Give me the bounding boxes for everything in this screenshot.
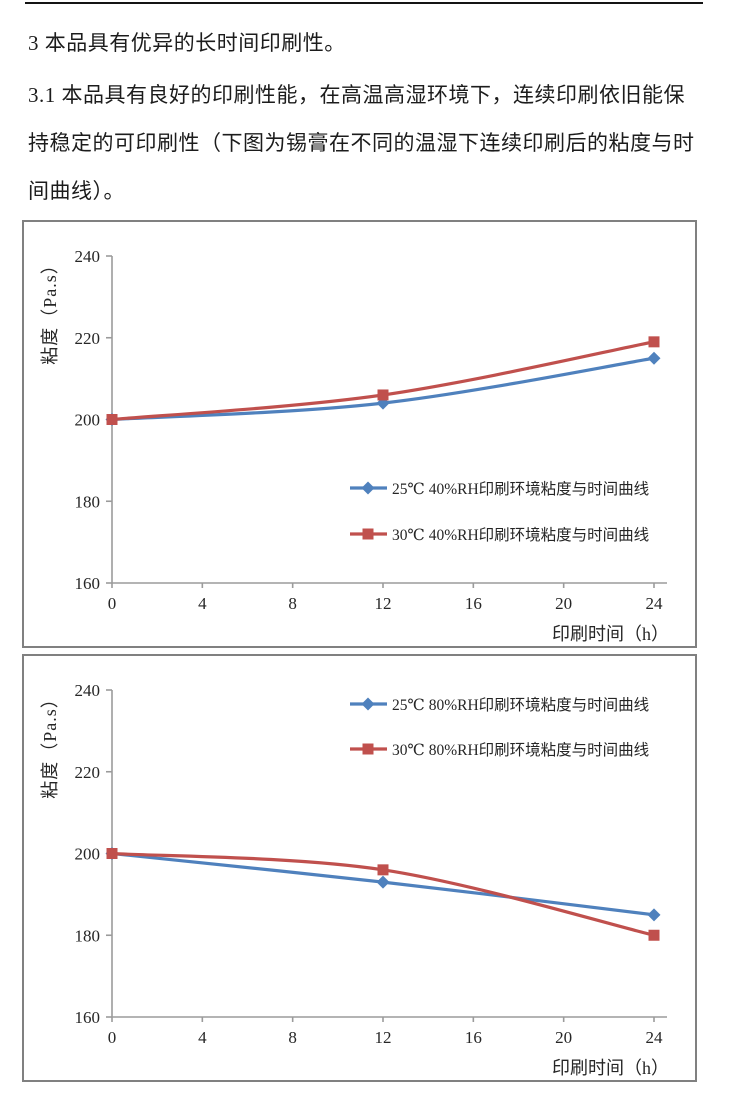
legend-item: 30℃ 40%RH印刷环境粘度与时间曲线 bbox=[350, 525, 649, 544]
x-tick-label: 4 bbox=[198, 594, 207, 613]
y-tick-label: 200 bbox=[75, 411, 101, 430]
x-tick-label: 16 bbox=[465, 594, 482, 613]
y-tick-label: 220 bbox=[75, 329, 101, 348]
viscosity-chart-80rh: 160 180 200 220 240 0 4 8 12 16 20 24 粘度（Pa.s） 印刷时间（h… bbox=[22, 654, 697, 1082]
viscosity-chart-40rh: 160 180 200 220 240 0 4 8 12 16 20 24 粘度（Pa.s） 印刷时间（h… bbox=[22, 220, 697, 648]
tick-labels: 160 180 200 220 240 0 4 8 12 16 20 24 bbox=[75, 681, 664, 1047]
data-point-diamond-marker bbox=[376, 875, 390, 889]
legend: 25℃ 40%RH印刷环境粘度与时间曲线 30℃ 40%RH印刷环境粘度与时间曲线 bbox=[350, 479, 649, 544]
legend: 25℃ 80%RH印刷环境粘度与时间曲线 30℃ 80%RH印刷环境粘度与时间曲线 bbox=[350, 695, 649, 759]
x-tick-label: 0 bbox=[108, 594, 117, 613]
legend-label: 25℃ 80%RH印刷环境粘度与时间曲线 bbox=[392, 695, 649, 714]
y-tick-label: 180 bbox=[75, 926, 101, 945]
x-tick-label: 24 bbox=[646, 594, 664, 613]
y-axis-title: 粘度（Pa.s） bbox=[40, 255, 60, 365]
y-tick-label: 200 bbox=[75, 845, 101, 864]
legend-item: 25℃ 40%RH印刷环境粘度与时间曲线 bbox=[350, 479, 649, 498]
tick-labels: 160 180 200 220 240 0 4 8 12 16 20 24 bbox=[75, 247, 664, 613]
legend-label: 25℃ 40%RH印刷环境粘度与时间曲线 bbox=[392, 479, 649, 498]
legend-label: 30℃ 40%RH印刷环境粘度与时间曲线 bbox=[392, 525, 649, 544]
data-point-diamond-marker bbox=[647, 351, 661, 365]
x-tick-label: 12 bbox=[375, 594, 392, 613]
data-point-square-marker bbox=[106, 848, 118, 859]
legend-square-marker bbox=[362, 743, 374, 755]
series-line bbox=[110, 356, 656, 422]
paragraph-line: 持稳定的可印刷性（下图为锡膏在不同的温湿下连续印刷后的粘度与时 bbox=[28, 131, 695, 155]
data-point-square-marker bbox=[377, 864, 389, 876]
x-tick-label: 20 bbox=[555, 1028, 572, 1047]
viscosity-chart-40rh-canvas: 160 180 200 220 240 0 4 8 12 16 20 24 粘度（Pa.s） 印刷时间（h… bbox=[40, 247, 669, 644]
x-axis-title: 印刷时间（h） bbox=[552, 1058, 669, 1078]
y-tick-label: 240 bbox=[75, 681, 101, 700]
data-point-square-marker bbox=[377, 389, 389, 401]
y-tick-label: 220 bbox=[75, 763, 101, 782]
paragraph-line: 3.1 本品具有良好的印刷性能，在高温高湿环境下，连续印刷依旧能保 bbox=[28, 83, 685, 107]
data-point-diamond-marker bbox=[647, 908, 661, 922]
section-heading: 3 本品具有优异的长时间印刷性。 bbox=[28, 31, 346, 55]
legend-diamond-marker bbox=[361, 697, 375, 711]
viscosity-chart-80rh-canvas: 160 180 200 220 240 0 4 8 12 16 20 24 粘度（Pa.s） 印刷时间（h… bbox=[40, 681, 669, 1078]
page-top-rule bbox=[25, 2, 703, 4]
legend-label: 30℃ 80%RH印刷环境粘度与时间曲线 bbox=[392, 740, 649, 759]
data-point-square-marker bbox=[648, 929, 660, 941]
paragraph-line: 间曲线）。 bbox=[28, 179, 125, 203]
y-tick-label: 160 bbox=[75, 1008, 101, 1027]
x-tick-label: 8 bbox=[288, 594, 297, 613]
data-point-square-marker bbox=[106, 414, 118, 425]
legend-item: 25℃ 80%RH印刷环境粘度与时间曲线 bbox=[350, 695, 649, 714]
y-tick-label: 180 bbox=[75, 492, 101, 511]
y-tick-label: 160 bbox=[75, 574, 101, 593]
x-axis-title: 印刷时间（h） bbox=[552, 624, 669, 644]
x-tick-label: 4 bbox=[198, 1028, 207, 1047]
x-tick-label: 8 bbox=[288, 1028, 297, 1047]
legend-square-marker bbox=[362, 528, 374, 540]
x-tick-label: 0 bbox=[108, 1028, 117, 1047]
legend-item: 30℃ 80%RH印刷环境粘度与时间曲线 bbox=[350, 740, 649, 759]
y-axis-title: 粘度（Pa.s） bbox=[40, 689, 60, 799]
legend-diamond-marker bbox=[361, 481, 375, 495]
x-tick-label: 24 bbox=[646, 1028, 664, 1047]
x-tick-label: 16 bbox=[465, 1028, 482, 1047]
y-tick-label: 240 bbox=[75, 247, 101, 266]
data-point-square-marker bbox=[648, 336, 660, 348]
x-tick-label: 12 bbox=[375, 1028, 392, 1047]
x-tick-label: 20 bbox=[555, 594, 572, 613]
